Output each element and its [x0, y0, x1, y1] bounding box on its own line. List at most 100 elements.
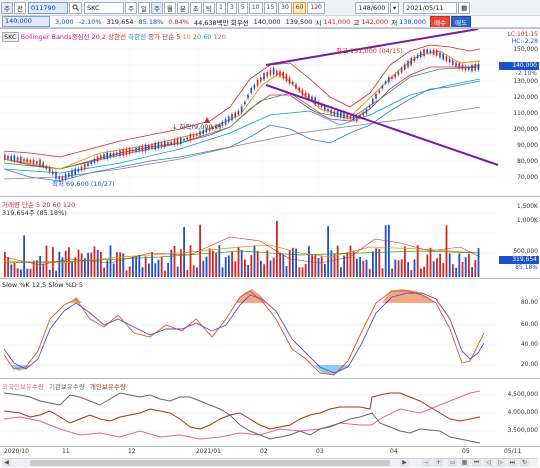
- volume-bar: [356, 258, 358, 277]
- y-tick: 20.00: [520, 361, 538, 368]
- first-icon[interactable]: ⏮: [472, 459, 481, 467]
- candle: [416, 54, 419, 59]
- period-button[interactable]: 월: [163, 1, 176, 14]
- volume-bar: [122, 253, 125, 277]
- volume-bar: [436, 258, 438, 277]
- tick-button[interactable]: 30: [278, 1, 292, 14]
- candle: [448, 58, 451, 63]
- candle: [39, 159, 41, 167]
- last-icon[interactable]: ⏭: [508, 459, 517, 467]
- candle: [349, 115, 352, 119]
- calendar-icon[interactable]: ▦: [458, 1, 471, 14]
- volume-pane[interactable]: 거래량 단순 5 20 60 120 319,654주 (85.18%) 1,5…: [0, 196, 540, 278]
- tick-button[interactable]: 120: [307, 1, 325, 14]
- candle: [103, 154, 105, 159]
- volume-bar: [282, 254, 285, 277]
- tick-button[interactable]: 10: [248, 1, 263, 14]
- refresh-icon[interactable]: ↻: [520, 459, 529, 467]
- tick-button[interactable]: 15: [263, 1, 278, 14]
- volume-bar: [52, 247, 54, 277]
- price-pane[interactable]: SKC Bollinger Bands중심선 20,2 상한선 하한선 종가 단…: [0, 28, 540, 197]
- tick-button[interactable]: 60: [292, 1, 307, 14]
- tick-button[interactable]: 3: [226, 1, 237, 14]
- date-field[interactable]: 2021/05/11: [403, 1, 458, 14]
- stochastic-chart: [0, 289, 498, 376]
- fit-icon[interactable]: ▭: [448, 459, 457, 467]
- right-hi2-label: HC:-2.28: [511, 38, 538, 45]
- counter-field[interactable]: 148/600: [354, 1, 389, 14]
- volume-bar: [260, 260, 262, 277]
- candle: [4, 154, 6, 160]
- period-button[interactable]: 초: [189, 1, 202, 14]
- volume-bar: [164, 270, 166, 277]
- period-button[interactable]: 틱: [202, 1, 215, 14]
- tick-button[interactable]: 1: [215, 1, 226, 14]
- volume-bar: [314, 254, 317, 277]
- menu-button[interactable]: 주: [1, 1, 13, 14]
- candle: [74, 168, 76, 176]
- candle: [135, 148, 137, 152]
- volume-bar: [429, 247, 432, 277]
- candle: [256, 79, 259, 87]
- candle: [141, 145, 144, 152]
- y-tick: 80.00: [520, 299, 538, 306]
- holdings-pane[interactable]: 외국인보유수량 기관보유수량 개인보유수량 4,500,000 4,000,00…: [0, 378, 540, 446]
- candle: [176, 138, 179, 145]
- volume-bar: [327, 226, 329, 277]
- period-button[interactable]: 분: [176, 1, 189, 14]
- candle: [272, 67, 275, 75]
- volume-bar: [320, 256, 323, 277]
- horizontal-scrollbar[interactable]: ◀ ▶ − + ▭ ▦ ⏮ ◁ ▷ ⏭ ↻: [2, 458, 538, 467]
- prev-icon[interactable]: ◁: [484, 459, 493, 467]
- chevron-down-icon[interactable]: ▾: [389, 1, 400, 14]
- stochastic-pane[interactable]: Slow %K 12,5 Slow %D 5 80.00 60.00 40.00…: [0, 278, 540, 378]
- candle: [231, 113, 233, 121]
- stock-code-input[interactable]: 011790: [27, 1, 68, 14]
- scroll-thumb[interactable]: [30, 460, 390, 466]
- period-button[interactable]: 주: [150, 1, 163, 14]
- scroll-right-icon[interactable]: ▶: [400, 459, 409, 467]
- volume-bar: [20, 269, 22, 277]
- candle: [87, 163, 89, 167]
- candle: [106, 152, 108, 159]
- volume-bar: [301, 267, 304, 277]
- candle: [432, 49, 435, 55]
- candle: [32, 159, 35, 165]
- mode-button[interactable]: 전: [13, 1, 26, 14]
- stock-name-field[interactable]: SKC: [83, 1, 124, 14]
- buy-button[interactable]: 매수: [430, 16, 451, 27]
- candle: [384, 81, 387, 84]
- zoom-in-icon[interactable]: +: [434, 459, 443, 467]
- period-button[interactable]: 일: [137, 1, 150, 14]
- period-button[interactable]: 주: [124, 1, 137, 14]
- volume-bar: [375, 248, 377, 277]
- sell-button[interactable]: 매도: [451, 16, 472, 27]
- search-icon[interactable]: [68, 1, 82, 14]
- volume-bar: [237, 246, 240, 277]
- scroll-left-icon[interactable]: ◀: [2, 459, 11, 467]
- high-value: 139,500: [285, 17, 313, 26]
- zoom-out-icon[interactable]: −: [422, 459, 431, 467]
- volume-legend: 거래량 단순 5 20 60 120: [2, 199, 75, 209]
- volume-bar: [112, 263, 115, 277]
- volume-bar: [333, 253, 336, 277]
- volume-bar: [173, 245, 176, 277]
- candle: [237, 110, 240, 115]
- volume-bar: [176, 266, 179, 277]
- next-icon[interactable]: ▷: [496, 459, 505, 467]
- volume-bar: [84, 258, 86, 277]
- volume-bar: [362, 260, 365, 277]
- candle: [212, 127, 214, 130]
- stochastic-legend: Slow %K 12,5 Slow %D 5: [2, 281, 84, 289]
- volume-bar: [138, 254, 141, 277]
- volume-bar: [208, 248, 211, 277]
- volume-bar: [391, 268, 393, 277]
- amount-value: 44,638백만 회우선: [193, 18, 249, 27]
- candle: [445, 56, 448, 62]
- candle: [164, 141, 166, 148]
- candle: [394, 74, 396, 78]
- y-tick: 110,000: [513, 110, 538, 117]
- tick-button[interactable]: 5: [237, 1, 248, 14]
- candle: [167, 141, 169, 146]
- grid-icon[interactable]: ▦: [460, 459, 469, 467]
